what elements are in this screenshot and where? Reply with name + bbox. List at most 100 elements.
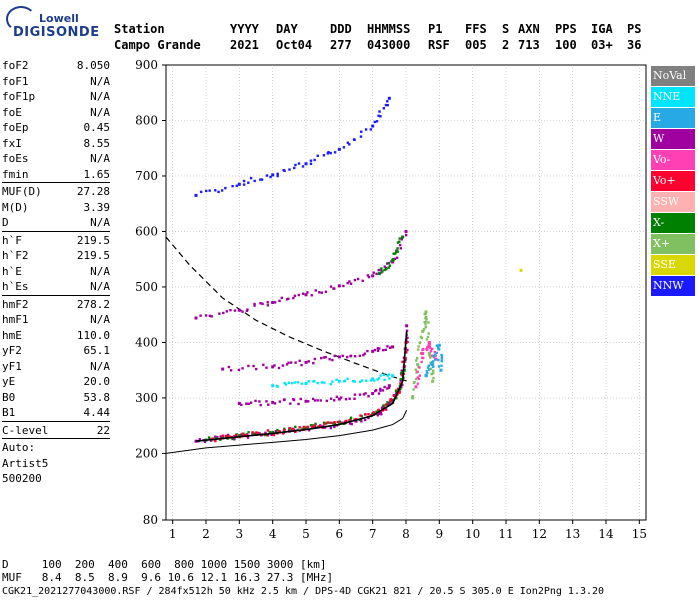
echo-point [233,309,237,312]
echo-point [367,416,370,420]
echo-point [374,389,377,393]
echo-point [314,422,317,426]
echo-point [371,349,375,353]
echo-point [342,284,345,288]
header-value-s: 2 [502,38,510,52]
x-tick-label: 10 [465,527,480,541]
echo-point [285,298,289,301]
echo-point [348,422,352,425]
echo-point [300,382,303,385]
echo-point [353,278,357,282]
echo-point [377,114,380,117]
legend-item-x-: X- [651,213,695,233]
echo-point [387,386,391,389]
echo-point [304,399,308,403]
echo-point [426,371,429,375]
echo-point [404,233,408,237]
echo-point [396,387,400,391]
echo-point [215,437,218,440]
param-value: 8.050 [76,59,110,72]
muf-dashed-curve [165,236,408,382]
echo-point [349,416,353,419]
echo-point [261,302,264,305]
echo-point [369,379,373,382]
param-row: foF1 N/A [2,74,110,90]
header-label-ps: PS [627,22,642,36]
echo-point [360,420,363,423]
echo-point [320,381,324,384]
echo-point [415,359,418,362]
echo-point [431,372,435,375]
echo-point [382,373,385,377]
echo-point [391,374,395,378]
param-row: D N/A [2,215,110,231]
param-separator [2,420,110,422]
header-label-s: S [502,22,510,36]
echo-point [311,425,315,429]
echo-point [298,359,301,363]
echo-point [259,178,262,181]
echo-point [320,356,323,360]
legend-item-vo-: Vo+ [651,171,695,191]
echo-point [329,151,332,155]
echo-point [427,345,430,349]
echo-point [316,381,319,385]
echo-point [322,154,326,157]
echo-point [293,381,297,384]
echo-point [203,440,207,443]
echo-point [358,380,362,384]
echo-point [204,314,208,317]
echo-point [353,380,356,383]
echo-point [405,324,409,328]
echo-point [312,361,315,365]
echo-point [288,168,291,171]
y-tick-label: 300 [135,391,158,405]
echo-point [423,320,426,324]
echo-point [205,189,208,193]
echo-point [241,310,244,313]
echo-point [430,372,433,376]
echo-point [436,344,440,348]
echo-point [427,364,431,367]
echo-point [388,346,392,349]
x-tick-label: 12 [532,527,547,541]
echo-point [194,193,198,197]
x-tick-label: 9 [436,527,444,541]
echo-point [426,366,430,369]
param-row: yE 20.0 [2,374,110,390]
echo-point [394,252,397,255]
param-name: hmF1 [2,313,29,326]
echo-point [366,349,369,353]
echo-point [335,395,339,399]
echo-point [386,345,389,348]
echo-point [348,419,351,422]
echo-point [396,241,400,244]
echo-point [440,359,443,363]
echo-point [273,301,277,304]
echo-point [309,424,313,427]
echo-point [262,363,265,367]
param-value: 1.65 [83,167,111,181]
echo-point [285,363,289,366]
echo-point [398,237,401,240]
echo-point [224,186,227,190]
echo-point [325,399,329,403]
echo-point [314,289,317,292]
echo-point [424,323,427,326]
file-info-footer: CGK21_2021277043000.RSF / 284fx512h 50 k… [2,586,605,597]
echo-point [352,379,355,383]
echo-point [430,363,433,366]
param-name: h`Es [2,280,29,293]
param-row: hmF2 278.2 [2,297,110,313]
echo-point [376,349,380,352]
echo-point [199,190,203,194]
x-tick-label: 15 [632,527,647,541]
echo-point [194,316,198,320]
param-name: C-level [2,423,49,437]
echo-point [395,391,398,394]
param-value: 4.44 [83,406,111,419]
echo-point [432,376,435,380]
echo-point [289,402,292,405]
echo-point [425,338,429,341]
echo-point [412,381,416,385]
